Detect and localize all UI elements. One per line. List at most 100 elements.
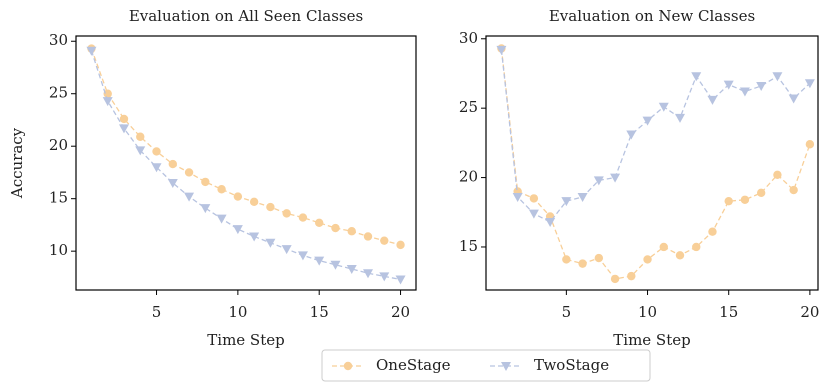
marker [347, 227, 356, 236]
y-tick-label: 30 [459, 29, 478, 47]
marker [562, 255, 571, 264]
y-axis-label: Accuracy [8, 127, 26, 199]
marker [772, 72, 783, 82]
y-tick-label: 20 [49, 136, 68, 154]
x-tick-label: 20 [800, 303, 819, 321]
x-tick-label: 20 [391, 303, 410, 321]
marker [691, 72, 702, 82]
marker [577, 193, 588, 203]
marker [343, 361, 353, 371]
axes-frame [485, 35, 819, 291]
marker [346, 265, 357, 275]
axes-frame [75, 35, 417, 291]
chart-title: Evaluation on All Seen Classes [129, 7, 363, 25]
marker [151, 163, 162, 173]
marker [282, 209, 291, 218]
marker [692, 242, 701, 252]
marker [788, 94, 799, 104]
y-tick-label: 30 [49, 31, 68, 49]
marker [789, 185, 798, 195]
marker [610, 173, 621, 183]
y-tick-label: 25 [459, 98, 478, 116]
marker [297, 251, 308, 261]
series-line [90, 50, 401, 281]
marker [217, 185, 226, 194]
chart-title: Evaluation on New Classes [549, 7, 755, 25]
marker [723, 80, 734, 90]
marker [756, 81, 767, 91]
marker [249, 232, 260, 242]
marker [395, 275, 406, 285]
y-tick-label: 10 [49, 241, 68, 259]
marker [773, 170, 782, 179]
marker [152, 147, 161, 156]
marker [363, 269, 374, 279]
marker [610, 274, 620, 284]
x-tick-label: 5 [152, 303, 162, 321]
marker [266, 202, 275, 212]
marker [643, 255, 652, 264]
marker [496, 45, 507, 55]
legend-label: TwoStage [534, 356, 609, 374]
marker [201, 177, 210, 187]
x-axis-label: Time Step [207, 331, 284, 349]
marker [626, 130, 637, 140]
x-tick-label: 15 [719, 303, 738, 321]
marker [740, 195, 750, 204]
marker [118, 124, 129, 134]
legend-label: OneStage [376, 356, 451, 374]
marker [627, 271, 636, 281]
marker [675, 113, 686, 123]
legend-box [321, 349, 651, 382]
marker [315, 218, 324, 228]
marker [396, 240, 405, 250]
marker [314, 256, 325, 266]
marker [167, 178, 178, 188]
marker [330, 260, 341, 270]
marker [232, 225, 243, 235]
marker [528, 209, 539, 219]
x-axis-label: Time Step [613, 331, 690, 349]
marker [281, 245, 292, 255]
marker [594, 253, 604, 263]
marker [184, 168, 194, 177]
marker [265, 238, 276, 248]
marker [102, 97, 113, 107]
marker [379, 272, 390, 282]
marker [561, 197, 572, 207]
marker [298, 213, 308, 222]
marker [168, 159, 177, 169]
marker [103, 89, 112, 98]
marker [200, 204, 211, 214]
marker [216, 214, 227, 224]
marker [658, 102, 669, 112]
marker [529, 194, 539, 203]
x-tick-label: 15 [310, 303, 329, 321]
marker [545, 217, 556, 227]
marker [708, 227, 717, 236]
y-tick-label: 20 [459, 168, 478, 186]
marker [501, 362, 511, 371]
marker [233, 192, 243, 201]
marker [642, 116, 653, 126]
marker [136, 132, 145, 141]
marker [675, 251, 685, 260]
y-tick-label: 25 [49, 84, 68, 102]
marker [707, 95, 718, 105]
marker [249, 197, 259, 207]
marker [135, 146, 146, 156]
marker [739, 87, 750, 97]
marker [659, 242, 668, 252]
marker [184, 192, 195, 202]
marker [380, 236, 389, 245]
marker [804, 79, 815, 89]
marker [86, 46, 97, 56]
marker [331, 223, 340, 233]
marker [512, 193, 523, 203]
x-tick-label: 10 [638, 303, 657, 321]
x-tick-label: 5 [562, 303, 572, 321]
marker [593, 176, 604, 186]
y-tick-label: 15 [459, 237, 478, 255]
marker [756, 188, 766, 198]
